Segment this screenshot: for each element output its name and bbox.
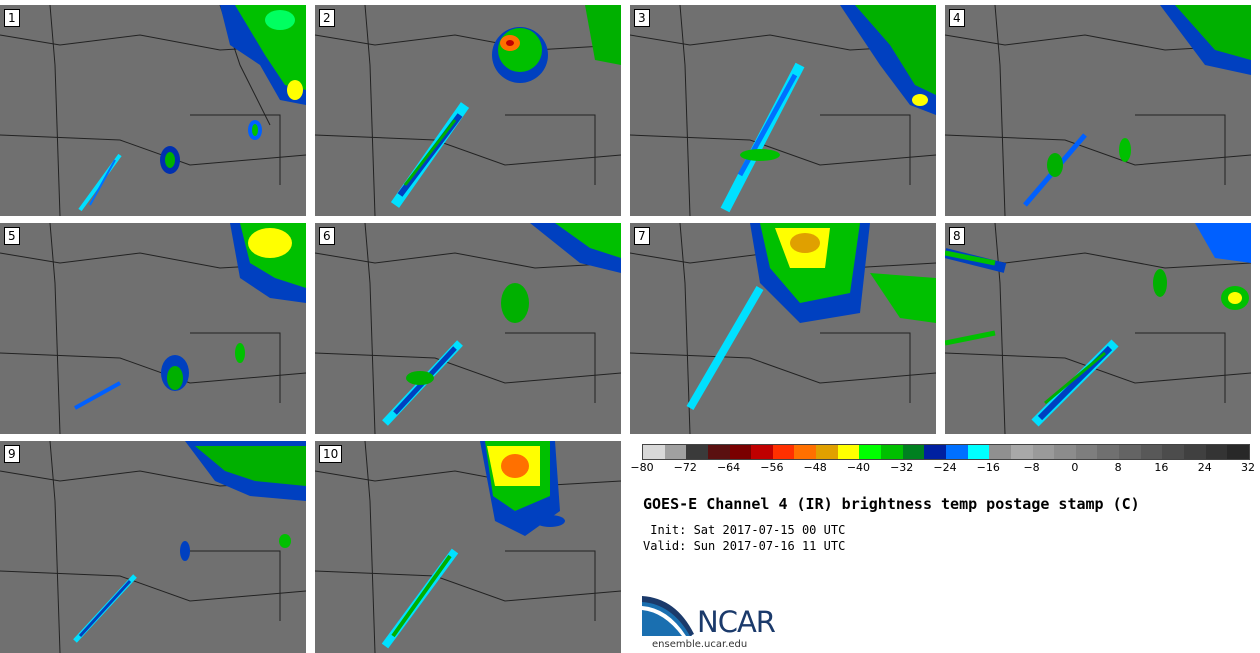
colorbar-segment xyxy=(837,445,860,459)
colorbar-tick-label: 16 xyxy=(1154,461,1169,474)
panel-map xyxy=(630,223,936,434)
stamp-panel-5: 5 xyxy=(0,223,306,434)
panel-map xyxy=(315,5,621,216)
ncar-logo-icon xyxy=(642,596,694,636)
logo-name: NCAR xyxy=(697,605,776,639)
colorbar-segment xyxy=(1119,445,1141,459)
panel-map xyxy=(945,223,1251,434)
colorbar-segment xyxy=(1075,445,1098,459)
colorbar-segment xyxy=(686,445,708,459)
colorbar-segment xyxy=(794,445,817,459)
colorbar-segment xyxy=(1140,445,1163,459)
colorbar-segment xyxy=(816,445,838,459)
panel-map xyxy=(315,441,621,653)
colorbar-tick-label: −40 xyxy=(846,461,871,474)
figure-title: GOES-E Channel 4 (IR) brightness temp po… xyxy=(643,495,1140,513)
panel-number: 5 xyxy=(4,227,20,245)
colorbar-segment xyxy=(859,445,882,459)
panel-map xyxy=(0,223,306,434)
colorbar-tick-label: −80 xyxy=(630,461,654,474)
colorbar-segment xyxy=(664,445,687,459)
panel-map xyxy=(945,5,1251,216)
colorbar xyxy=(642,444,1250,460)
panel-map xyxy=(0,441,306,653)
valid-time: Valid: Sun 2017-07-16 11 UTC xyxy=(643,539,846,553)
colorbar-segment xyxy=(1054,445,1076,459)
colorbar-segment xyxy=(772,445,795,459)
stamp-panel-6: 6 xyxy=(315,223,621,434)
colorbar-segment xyxy=(1097,445,1120,459)
stamp-panel-10: 10 xyxy=(315,441,621,653)
panel-number: 7 xyxy=(634,227,650,245)
panel-number: 1 xyxy=(4,9,20,27)
colorbar-tick-label: −32 xyxy=(890,461,914,474)
stamp-panel-4: 4 xyxy=(945,5,1251,216)
colorbar-tick-label: 24 xyxy=(1197,461,1212,474)
colorbar-segment xyxy=(945,445,968,459)
colorbar-segment xyxy=(1162,445,1185,459)
colorbar-segment xyxy=(707,445,730,459)
panel-number: 8 xyxy=(949,227,965,245)
colorbar-segment xyxy=(881,445,903,459)
colorbar-segment xyxy=(967,445,990,459)
colorbar-tick-label: 32 xyxy=(1241,461,1255,474)
colorbar-tick-label: −48 xyxy=(803,461,827,474)
colorbar-segment xyxy=(1227,445,1249,459)
panel-number: 6 xyxy=(319,227,335,245)
panel-map xyxy=(0,5,306,216)
panel-number: 2 xyxy=(319,9,335,27)
stamp-panel-3: 3 xyxy=(630,5,936,216)
panel-number: 4 xyxy=(949,9,965,27)
colorbar-tick-label: −64 xyxy=(716,461,741,474)
panel-number: 3 xyxy=(634,9,650,27)
init-time: Init: Sat 2017-07-15 00 UTC xyxy=(643,523,846,537)
panel-map xyxy=(315,223,621,434)
colorbar-segment xyxy=(924,445,946,459)
colorbar-tick-labels: −80 −72 −64 −56 −48 −40 −32 −24 −16 −8 0 8 16 24 32 xyxy=(630,461,1255,475)
colorbar-tick-label: −16 xyxy=(976,461,1000,474)
stamp-panel-9: 9 xyxy=(0,441,306,653)
stamp-panel-7: 7 xyxy=(630,223,936,434)
panel-number: 10 xyxy=(319,445,343,463)
colorbar-segment xyxy=(1205,445,1228,459)
stamp-panel-2: 2 xyxy=(315,5,621,216)
colorbar-segment xyxy=(1032,445,1055,459)
colorbar-segment xyxy=(729,445,752,459)
colorbar-tick-label: −8 xyxy=(1023,461,1040,474)
colorbar-segment xyxy=(902,445,925,459)
panel-map xyxy=(630,5,936,216)
colorbar-segment xyxy=(989,445,1011,459)
colorbar-segment xyxy=(1184,445,1206,459)
stamp-panel-8: 8 xyxy=(945,223,1251,434)
colorbar-segment xyxy=(1010,445,1033,459)
colorbar-tick-label: −24 xyxy=(933,461,957,474)
colorbar-segment xyxy=(643,445,665,459)
logo-url: ensemble.ucar.edu xyxy=(652,639,748,650)
colorbar-tick-label: 8 xyxy=(1114,461,1122,474)
panel-number: 9 xyxy=(4,445,20,463)
colorbar-tick-label: −56 xyxy=(760,461,784,474)
colorbar-tick-label: 0 xyxy=(1071,461,1079,474)
colorbar-tick-label: −72 xyxy=(673,461,697,474)
colorbar-segment xyxy=(751,445,773,459)
stamp-panel-1: 1 xyxy=(0,5,306,216)
